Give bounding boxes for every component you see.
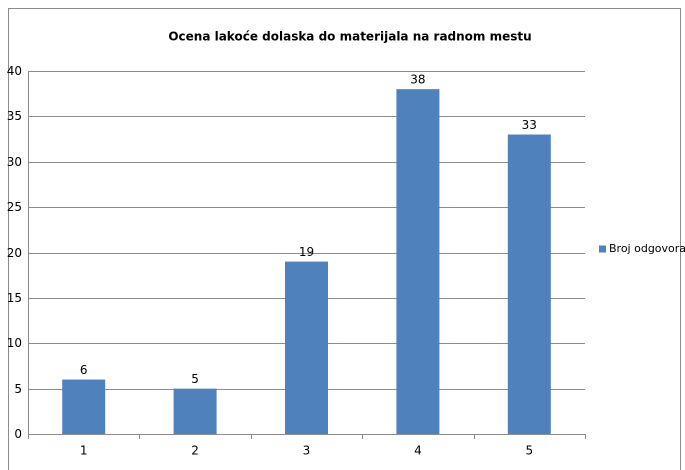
- data-label: 19: [299, 245, 314, 259]
- x-tick-label: 4: [414, 444, 422, 458]
- y-tick-label: 0: [14, 427, 22, 441]
- bar: [507, 134, 551, 434]
- y-tick-label: 20: [7, 246, 22, 260]
- y-tick-label: 35: [7, 109, 22, 123]
- y-tick-label: 5: [14, 382, 22, 396]
- data-label: 5: [191, 372, 199, 386]
- data-label: 6: [80, 363, 88, 377]
- x-tick-label: 1: [80, 444, 88, 458]
- x-tick-label: 3: [303, 444, 311, 458]
- y-tick-label: 15: [7, 291, 22, 305]
- legend-label: Broj odgovora: [609, 242, 685, 255]
- data-label: 33: [522, 118, 537, 132]
- data-label: 38: [410, 73, 425, 87]
- x-tick-label: 5: [525, 444, 533, 458]
- bar: [285, 261, 328, 434]
- bar: [62, 379, 106, 434]
- y-tick-label: 25: [7, 200, 22, 214]
- y-tick-label: 10: [7, 336, 22, 350]
- bar: [173, 388, 217, 434]
- y-tick-label: 40: [7, 64, 22, 78]
- x-tick-label: 2: [191, 444, 199, 458]
- bar: [396, 89, 440, 435]
- chart-title: Ocena lakoće dolaska do materijala na ra…: [168, 30, 531, 44]
- y-tick-label: 30: [7, 155, 22, 169]
- legend-swatch: [599, 245, 606, 253]
- chart-frame: [8, 8, 681, 470]
